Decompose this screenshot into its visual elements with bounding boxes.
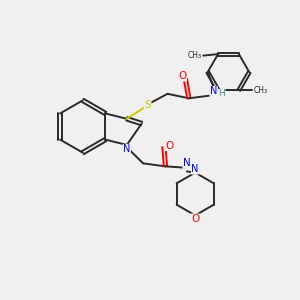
Text: O: O: [191, 214, 199, 224]
Text: H: H: [218, 89, 225, 98]
Text: N: N: [210, 86, 217, 96]
Text: O: O: [165, 140, 173, 151]
Text: O: O: [178, 71, 187, 81]
Text: S: S: [144, 100, 151, 110]
Text: N: N: [191, 164, 199, 174]
Text: CH₃: CH₃: [188, 51, 202, 60]
Text: N: N: [123, 144, 130, 154]
Text: N: N: [183, 158, 191, 168]
Text: CH₃: CH₃: [254, 85, 268, 94]
